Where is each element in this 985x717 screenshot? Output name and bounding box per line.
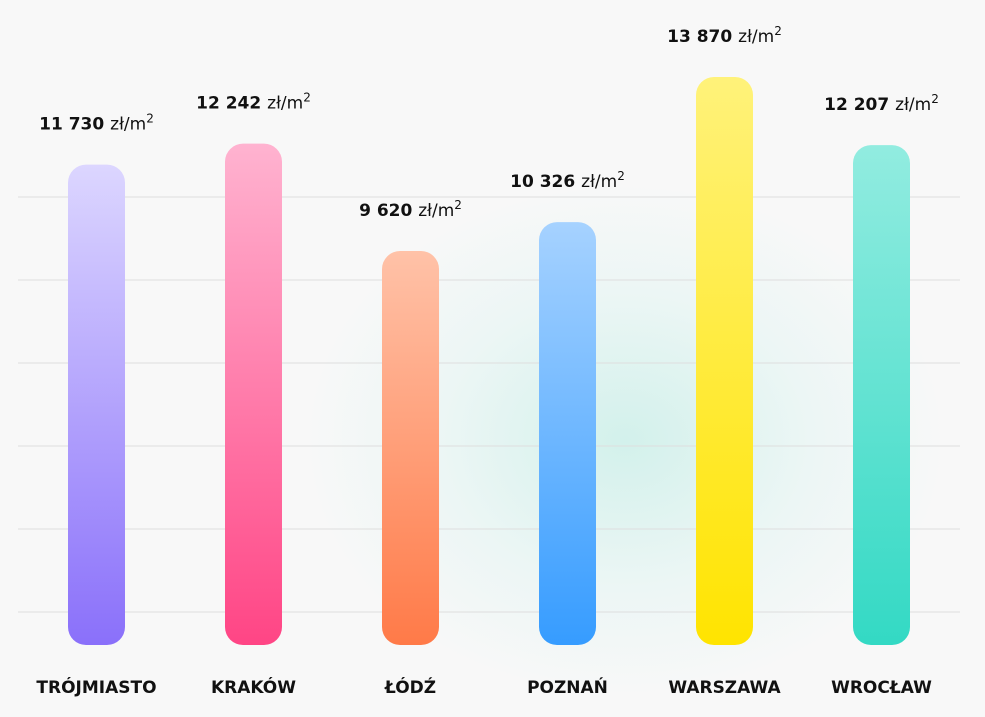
- bar: [539, 222, 596, 645]
- value-label: 13 870 zł/m2: [667, 24, 782, 47]
- bar: [382, 251, 439, 645]
- value-label: 12 242 zł/m2: [196, 91, 311, 114]
- bar: [68, 164, 125, 645]
- bar: [853, 145, 910, 645]
- category-label: WROCŁAW: [831, 678, 932, 698]
- bar: [225, 143, 282, 645]
- value-label: 11 730 zł/m2: [39, 112, 154, 135]
- value-label: 12 207 zł/m2: [824, 92, 939, 115]
- value-label: 10 326 zł/m2: [510, 169, 625, 192]
- category-label: TRÓJMIASTO: [36, 676, 156, 698]
- value-label: 9 620 zł/m2: [359, 198, 462, 221]
- category-label: POZNAŃ: [527, 676, 608, 698]
- category-label: WARSZAWA: [668, 678, 781, 698]
- category-label: ŁÓDŹ: [384, 676, 436, 698]
- category-label: KRAKÓW: [211, 676, 296, 698]
- bar: [696, 77, 753, 645]
